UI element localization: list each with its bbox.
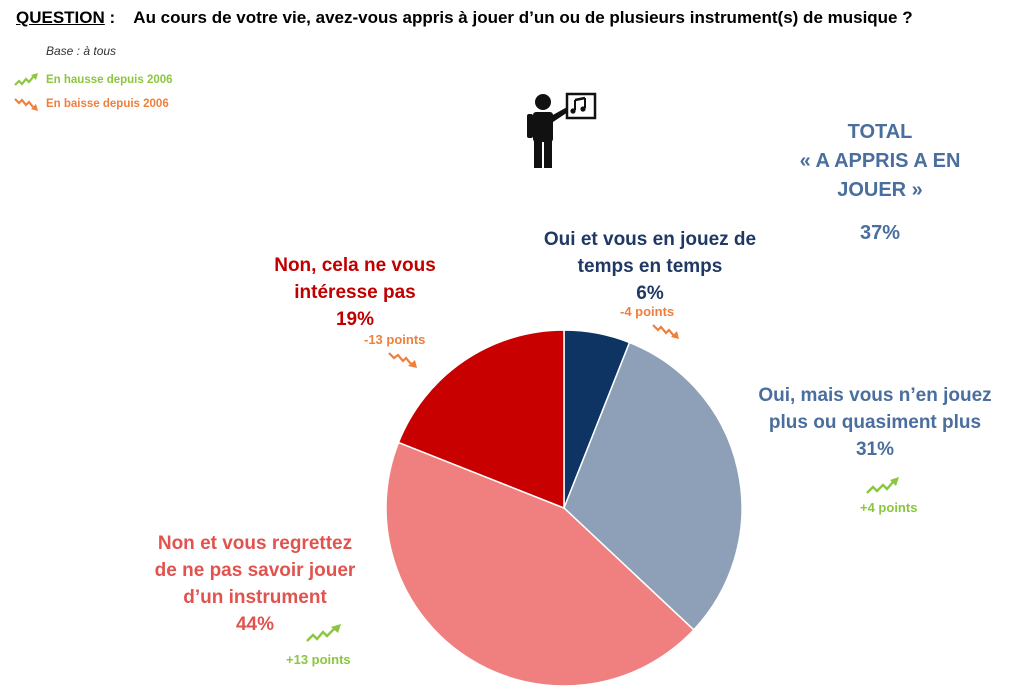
- slice-value-regrettez: 44%: [235, 614, 275, 635]
- legend-up-label: En hausse depuis 2006: [46, 74, 173, 86]
- slice-change-regrettez: +13 points: [286, 652, 351, 667]
- slice-label-regrettez: Non et vous regrettez de ne pas savoir j…: [140, 530, 370, 638]
- slice-label-regrettez-line-1: Non et vous regrettez: [157, 533, 353, 554]
- slice-label-regrettez-line-2: de ne pas savoir jouer: [154, 560, 356, 581]
- total-line-3: JOUER »: [837, 179, 923, 201]
- trend-down-icon: [652, 324, 679, 339]
- trend-down-icon: [14, 98, 38, 111]
- slice-label-plus-line-2: plus ou quasiment plus: [768, 412, 982, 433]
- trend-up-icon: [306, 624, 341, 642]
- legend-up: En hausse depuis 2006: [14, 72, 173, 88]
- slice-value-temps: 6%: [636, 283, 664, 304]
- slice-change-interesse: -13 points: [364, 332, 426, 347]
- music-teacher-icon: [527, 92, 597, 168]
- trend-up-icon: [866, 477, 899, 494]
- total-line-2: « A APPRIS A EN: [799, 150, 961, 172]
- slice-label-interesse-line-1: Non, cela ne vous: [274, 255, 436, 276]
- total-title: TOTAL « A APPRIS A EN JOUER »: [790, 118, 970, 205]
- slice-change-temps: -4 points: [620, 304, 675, 319]
- slice-label-temps-line-1: Oui et vous en jouez de: [543, 229, 757, 250]
- slice-label-plus: Oui, mais vous n’en jouez plus ou quasim…: [740, 382, 1009, 463]
- slice-value-interesse: 19%: [335, 309, 375, 330]
- legend-down-label: En baisse depuis 2006: [46, 98, 169, 110]
- pie-slice-interesse: [397, 329, 565, 510]
- pie-slice-regrettez: [385, 441, 695, 687]
- slice-label-interesse: Non, cela ne vous intéresse pas 19%: [240, 252, 470, 333]
- trend-down-icon: [388, 352, 417, 368]
- pie-slice-plus: [563, 341, 743, 631]
- legend-down: En baisse depuis 2006: [14, 96, 169, 112]
- total-line-1: TOTAL: [847, 121, 913, 143]
- slice-label-regrettez-line-3: d’un instrument: [183, 587, 327, 608]
- question-text: Au cours de votre vie, avez-vous appris …: [133, 8, 913, 27]
- total-value: 37%: [859, 222, 901, 244]
- slice-label-plus-line-1: Oui, mais vous n’en jouez: [758, 385, 992, 406]
- slice-value-plus: 31%: [855, 439, 895, 460]
- slice-change-plus: +4 points: [860, 500, 918, 515]
- slice-label-interesse-line-2: intéresse pas: [294, 282, 416, 303]
- question-label: QUESTION: [16, 8, 105, 27]
- trend-up-icon: [14, 73, 38, 86]
- question-separator: :: [109, 8, 116, 27]
- slice-label-temps: Oui et vous en jouez de temps en temps 6…: [525, 226, 775, 307]
- question-header: QUESTION : Au cours de votre vie, avez-v…: [16, 8, 913, 28]
- slice-label-temps-line-2: temps en temps: [577, 256, 723, 277]
- base-note: Base : à tous: [46, 44, 117, 58]
